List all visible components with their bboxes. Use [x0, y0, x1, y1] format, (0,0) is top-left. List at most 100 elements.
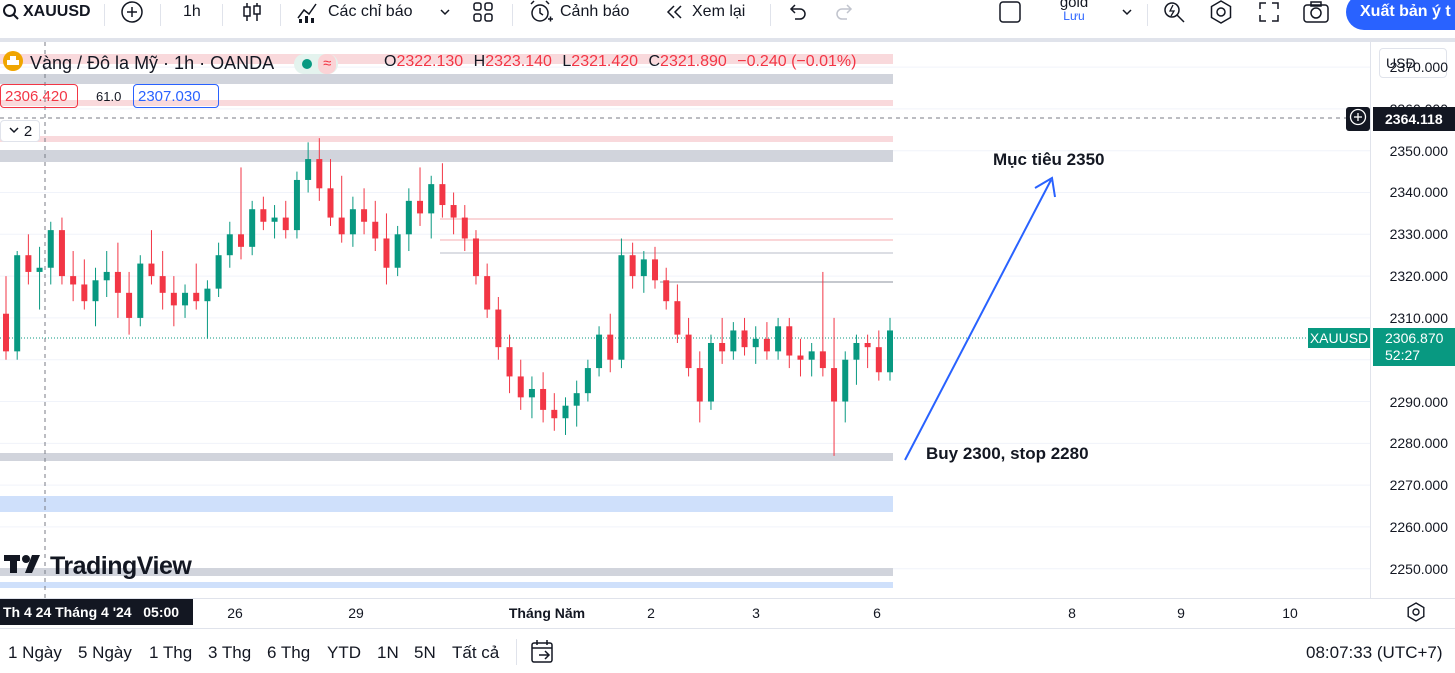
candle[interactable] — [349, 196, 356, 247]
candle[interactable] — [663, 267, 670, 310]
sell-price-button[interactable]: 2306.420 — [0, 84, 78, 108]
layout-select-button[interactable] — [998, 0, 1022, 24]
candle[interactable] — [305, 142, 312, 193]
candle[interactable] — [551, 393, 558, 431]
save-layout-button[interactable]: gold Lưu — [1056, 0, 1092, 23]
candle[interactable] — [47, 221, 54, 285]
fullscreen-button[interactable] — [1258, 0, 1280, 24]
candle[interactable] — [808, 342, 815, 377]
candle[interactable] — [707, 334, 714, 410]
trend-arrow-line[interactable] — [904, 179, 1052, 461]
indicators-button[interactable]: Các chỉ báo — [296, 0, 413, 24]
candle[interactable] — [775, 317, 782, 360]
candle[interactable] — [193, 263, 200, 310]
candle[interactable] — [327, 159, 334, 226]
candle[interactable] — [674, 284, 681, 343]
axis-settings-button[interactable] — [1406, 602, 1426, 627]
candle[interactable] — [484, 263, 491, 318]
candle[interactable] — [741, 317, 748, 356]
candle[interactable] — [249, 200, 256, 256]
range-button[interactable]: Tất cả — [452, 643, 500, 662]
range-button[interactable]: 5 Ngày — [78, 643, 132, 662]
candle[interactable] — [3, 276, 9, 360]
redo-button[interactable] — [834, 0, 856, 24]
range-button[interactable]: 1 Ngày — [8, 643, 62, 662]
candle[interactable] — [114, 242, 121, 318]
candle[interactable] — [260, 196, 267, 231]
undo-button[interactable] — [786, 0, 808, 24]
legend-collapse-button[interactable]: 2 — [0, 120, 40, 142]
add-alert-button[interactable] — [1346, 107, 1370, 131]
candle[interactable] — [14, 251, 21, 360]
candle[interactable] — [584, 359, 591, 402]
candle[interactable] — [81, 259, 88, 310]
candle[interactable] — [517, 359, 524, 410]
candle[interactable] — [887, 317, 893, 381]
symbol-title[interactable]: Vàng / Đô la Mỹ · 1h · OANDA — [30, 53, 275, 73]
target-annotation[interactable]: Mục tiêu 2350 — [993, 150, 1105, 169]
candle[interactable] — [461, 205, 468, 252]
candle[interactable] — [103, 251, 110, 298]
settings-button[interactable] — [1208, 0, 1234, 24]
compare-button[interactable] — [120, 0, 144, 24]
range-button[interactable]: YTD — [327, 643, 361, 662]
layout-dropdown[interactable] — [1120, 0, 1134, 24]
candle[interactable] — [450, 192, 457, 235]
candle[interactable] — [752, 326, 759, 364]
candle[interactable] — [170, 276, 177, 327]
chart-canvas[interactable] — [0, 42, 1370, 598]
candle[interactable] — [204, 280, 211, 339]
candle[interactable] — [797, 338, 804, 377]
alert-button[interactable]: Cảnh báo — [528, 0, 629, 24]
candle[interactable] — [137, 255, 144, 327]
candle[interactable] — [439, 163, 446, 218]
candle[interactable] — [685, 317, 692, 377]
candle[interactable] — [92, 267, 99, 327]
candle[interactable] — [607, 313, 614, 373]
candle[interactable] — [842, 351, 849, 423]
templates-button[interactable] — [471, 0, 495, 24]
candle[interactable] — [417, 167, 424, 226]
replay-button[interactable]: Xem lại — [664, 0, 745, 24]
market-status[interactable]: ≈ — [294, 53, 339, 74]
candle[interactable] — [126, 271, 133, 335]
candle[interactable] — [36, 246, 43, 310]
indicators-dropdown[interactable] — [438, 0, 452, 24]
range-button[interactable]: 6 Thg — [267, 643, 311, 662]
candle[interactable] — [25, 234, 32, 285]
candle[interactable] — [237, 167, 244, 260]
tradingview-watermark[interactable]: TradingView — [4, 552, 192, 581]
candle[interactable] — [786, 317, 793, 369]
candle[interactable] — [394, 225, 401, 277]
candle[interactable] — [506, 334, 513, 394]
candle[interactable] — [182, 284, 189, 318]
chart-type-button[interactable] — [240, 0, 264, 24]
candle[interactable] — [652, 246, 659, 289]
candle[interactable] — [58, 217, 65, 285]
candle[interactable] — [573, 380, 580, 427]
candle[interactable] — [70, 251, 77, 302]
candle[interactable] — [819, 271, 826, 377]
candle[interactable] — [148, 230, 155, 285]
range-button[interactable]: 1 Thg — [149, 643, 193, 662]
candle[interactable] — [215, 242, 222, 298]
range-button[interactable]: 5N — [414, 643, 436, 662]
candle[interactable] — [338, 175, 345, 243]
candle[interactable] — [763, 322, 770, 360]
quick-search-button[interactable] — [1162, 0, 1186, 24]
candle[interactable] — [361, 188, 368, 235]
candle[interactable] — [372, 200, 379, 252]
candle[interactable] — [618, 238, 625, 369]
range-button[interactable]: 1N — [377, 643, 399, 662]
candle[interactable] — [428, 175, 435, 239]
candle[interactable] — [719, 317, 726, 364]
candle[interactable] — [383, 213, 390, 285]
chart-pane[interactable]: Mục tiêu 2350 Buy 2300, stop 2280 Tradin… — [0, 42, 1370, 598]
candle[interactable] — [864, 334, 871, 369]
candle[interactable] — [282, 200, 289, 239]
price-axis[interactable]: USD 2370.0002360.0002350.0002340.0002330… — [1370, 42, 1455, 598]
candle[interactable] — [405, 188, 412, 252]
date-range-button[interactable] — [530, 639, 556, 670]
candle[interactable] — [271, 205, 278, 239]
candle[interactable] — [596, 326, 603, 377]
